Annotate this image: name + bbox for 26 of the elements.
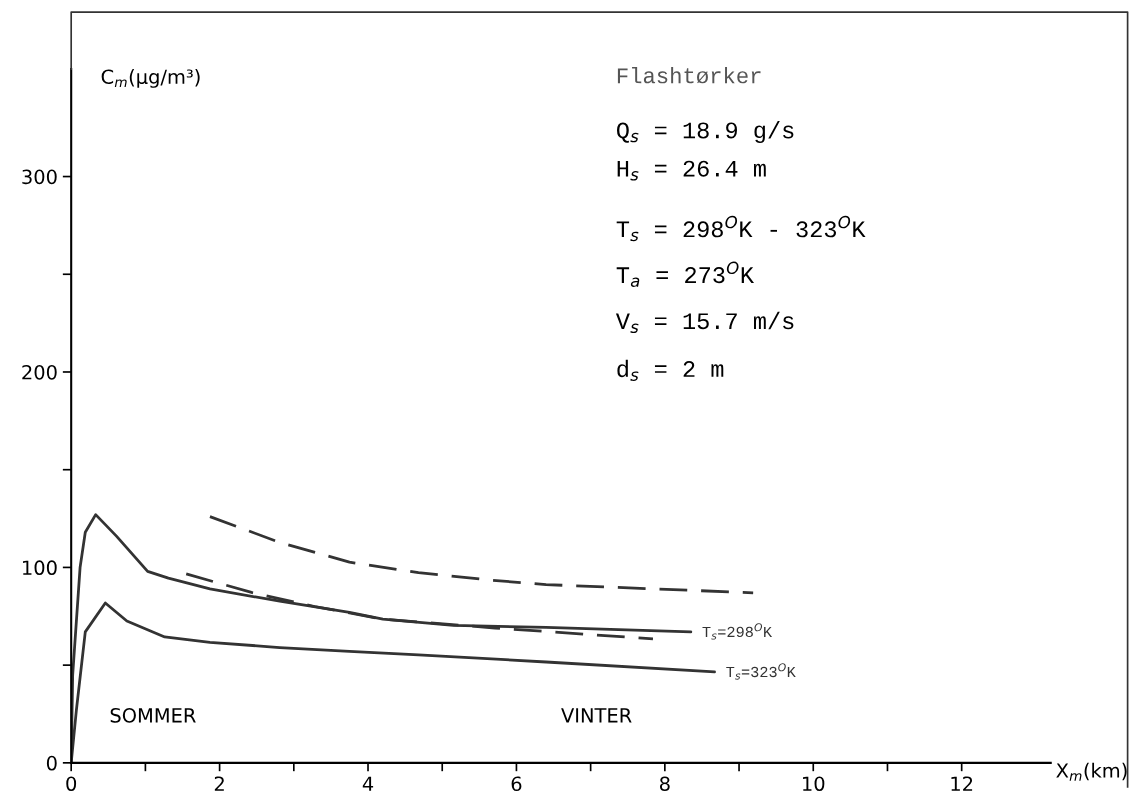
y-tick-label: 200 xyxy=(22,364,57,380)
x-tick-label: 0 xyxy=(66,776,77,792)
annotation: T$_{a}$ = 273$^{O}$K xyxy=(616,261,755,288)
x-tick-label: 4 xyxy=(362,776,374,791)
y-tick-label: 0 xyxy=(46,755,57,771)
x-tick-label: 12 xyxy=(951,776,973,791)
x-tick-label: 10 xyxy=(803,776,825,792)
y-tick-label: 100 xyxy=(23,560,57,576)
y-tick-label: 300 xyxy=(22,169,57,185)
annotation: d$_{s}$ = 2 m xyxy=(617,359,724,381)
x-tick-label: 8 xyxy=(659,776,670,792)
annotation: V$_{s}$ = 15.7 m/s xyxy=(615,311,794,334)
x-axis-title: X$_{m}$(km) xyxy=(1056,762,1127,781)
y-axis-title: C$_{m}$(μg/m³) xyxy=(101,69,200,88)
line-series xyxy=(208,515,755,595)
annotation: H$_{s}$ = 26.4 m xyxy=(617,160,766,181)
series-label: T$_{s}$=298$^{O}$K xyxy=(702,623,773,640)
annotation: Q$_{s}$ = 18.9 g/s xyxy=(616,121,794,144)
x-tick-label: 2 xyxy=(214,776,224,791)
annotation: SOMMER xyxy=(110,707,196,723)
annotation: VINTER xyxy=(561,708,632,723)
series-label: T$_{s}$=323$^{O}$K xyxy=(726,663,796,680)
chart-title: Flashtørker xyxy=(617,67,761,84)
x-tick-label: 6 xyxy=(511,776,522,792)
annotation: T$_{s}$ = 298$^{O}$K - 323$^{O}$K xyxy=(616,215,866,242)
line-series xyxy=(184,572,655,641)
